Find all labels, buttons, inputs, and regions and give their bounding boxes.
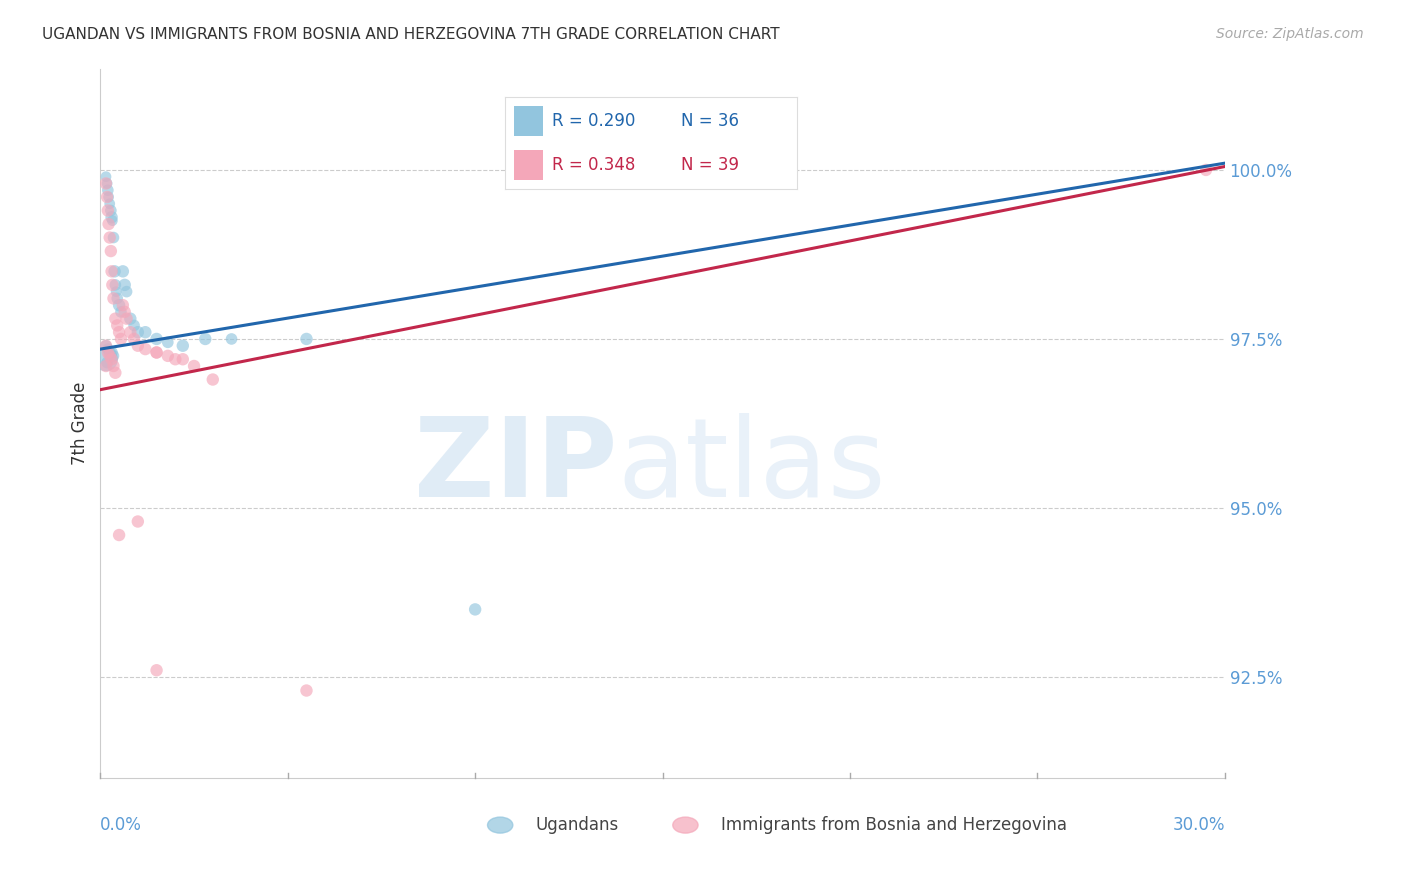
Point (145, 332, 167, 346)
Point (127, 325, 149, 339)
Point (156, 335, 179, 350)
Point (114, 305, 136, 319)
Point (172, 352, 194, 367)
Text: atlas: atlas (617, 413, 886, 519)
Point (100, 352, 122, 367)
Text: 30.0%: 30.0% (1173, 815, 1225, 834)
Point (96, 356, 118, 370)
Point (108, 528, 131, 542)
Point (100, 203, 122, 218)
Point (105, 285, 128, 299)
Point (103, 359, 125, 373)
Text: Ugandans: Ugandans (536, 816, 619, 834)
Point (156, 349, 179, 363)
Point (127, 339, 149, 353)
Point (104, 311, 127, 326)
Point (97, 217, 120, 231)
Point (104, 366, 127, 380)
Point (98, 349, 121, 363)
Point (201, 372, 224, 386)
Point (111, 264, 134, 278)
Point (96, 177, 118, 191)
Point (114, 277, 136, 292)
Point (165, 352, 187, 367)
Point (100, 211, 122, 225)
Point (104, 264, 127, 278)
Point (120, 325, 142, 339)
Point (101, 213, 124, 227)
Point (194, 332, 217, 346)
Point (1195, 163, 1218, 178)
Point (97, 183, 120, 197)
Point (100, 264, 122, 278)
Point (105, 292, 128, 306)
Text: ZIP: ZIP (415, 413, 617, 519)
Point (97, 342, 120, 356)
Point (127, 515, 149, 529)
Point (105, 318, 128, 333)
Point (98, 345, 121, 359)
Point (101, 277, 124, 292)
Point (115, 285, 138, 299)
Point (97, 190, 120, 204)
Point (98, 230, 121, 244)
Point (94, 169, 117, 184)
Point (94, 339, 117, 353)
Point (103, 349, 125, 363)
Point (145, 663, 167, 677)
Point (183, 359, 205, 373)
Point (108, 298, 131, 312)
Point (103, 230, 125, 244)
Point (94, 359, 117, 373)
Point (295, 683, 318, 698)
Point (100, 345, 122, 359)
Point (100, 244, 122, 258)
Y-axis label: 7th Grade: 7th Grade (72, 382, 89, 465)
Point (94, 177, 117, 191)
Point (96, 190, 118, 204)
Point (122, 318, 145, 333)
Point (97, 203, 120, 218)
Point (97, 345, 120, 359)
Text: 0.0%: 0.0% (100, 815, 142, 834)
Point (115, 311, 138, 326)
Point (221, 332, 243, 346)
Point (145, 345, 167, 359)
Point (94, 352, 117, 367)
Point (108, 325, 131, 339)
Point (111, 298, 134, 312)
Point (464, 602, 486, 616)
Text: UGANDAN VS IMMIGRANTS FROM BOSNIA AND HERZEGOVINA 7TH GRADE CORRELATION CHART: UGANDAN VS IMMIGRANTS FROM BOSNIA AND HE… (42, 27, 780, 42)
Point (295, 332, 318, 346)
Text: Immigrants from Bosnia and Herzegovina: Immigrants from Bosnia and Herzegovina (720, 816, 1067, 834)
Point (110, 332, 132, 346)
Point (122, 332, 145, 346)
Point (103, 292, 125, 306)
Point (172, 339, 194, 353)
Point (134, 342, 156, 356)
Point (120, 311, 142, 326)
Point (110, 305, 132, 319)
Point (94, 339, 117, 353)
Point (134, 325, 156, 339)
Text: Source: ZipAtlas.com: Source: ZipAtlas.com (1216, 27, 1364, 41)
Point (104, 277, 127, 292)
Point (145, 345, 167, 359)
Point (98, 196, 121, 211)
